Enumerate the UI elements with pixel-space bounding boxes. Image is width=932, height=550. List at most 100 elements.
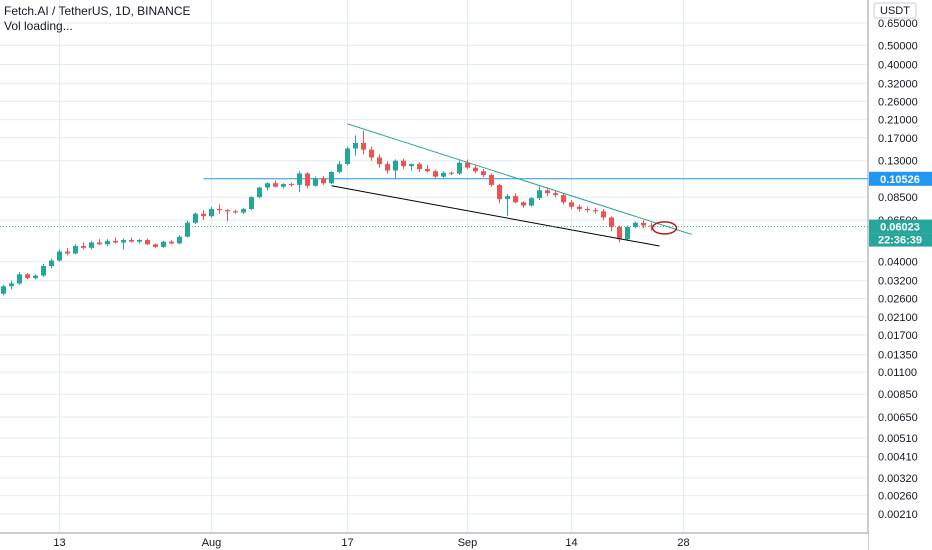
trendline-lower: [331, 185, 660, 247]
candle-body: [345, 148, 350, 165]
horizontal-level-tag: 0.10526: [869, 171, 932, 186]
candle: [369, 146, 374, 161]
candle-body: [465, 162, 470, 168]
candle: [329, 171, 334, 185]
candle: [81, 242, 86, 250]
candle: [625, 225, 630, 241]
candle-body: [321, 178, 326, 184]
candle: [385, 161, 390, 174]
candle: [321, 175, 326, 185]
candle: [489, 173, 494, 187]
candle: [89, 240, 94, 250]
candle-body: [129, 240, 134, 242]
highlight-ellipse-shape: [651, 221, 678, 235]
candle: [593, 207, 598, 214]
candle-body: [201, 213, 206, 217]
candle: [281, 183, 286, 189]
candle-body: [585, 208, 590, 211]
candle: [633, 221, 638, 229]
candle: [137, 239, 142, 244]
price-tick-label: 0.01350: [878, 350, 918, 362]
candle: [537, 186, 542, 201]
candlesticks: [1, 130, 654, 296]
candle-body: [193, 213, 198, 223]
currency-button[interactable]: USDT: [873, 2, 917, 19]
candle-body: [505, 196, 510, 200]
candle: [337, 160, 342, 174]
chart-legend: Fetch.AI / TetherUS, 1D, BINANCE Vol loa…: [4, 4, 191, 34]
candle-body: [601, 211, 606, 218]
price-tick-label: 0.01100: [878, 367, 917, 379]
horizontal-level-tag-label: 0.10526: [880, 174, 920, 186]
candle-body: [289, 184, 294, 186]
candle-body: [361, 142, 366, 150]
candle-body: [273, 183, 278, 187]
candle: [177, 235, 182, 245]
candle: [41, 263, 46, 277]
candle: [209, 206, 214, 218]
symbol-title[interactable]: Fetch.AI / TetherUS, 1D, BINANCE: [4, 4, 191, 18]
trendlines[interactable]: [331, 123, 692, 247]
candle: [497, 184, 502, 204]
candle: [457, 160, 462, 176]
candle-body: [281, 184, 286, 187]
candle-body: [49, 260, 54, 267]
price-tick-label: 0.00210: [878, 509, 918, 521]
time-axis-labels: 13 Aug 17 Sep 14 28: [53, 537, 689, 549]
price-tick-label: 0.65000: [878, 18, 918, 30]
candle-body: [633, 222, 638, 227]
candle: [561, 193, 566, 205]
candle-body: [489, 175, 494, 185]
currency-button-label: USDT: [880, 5, 910, 17]
price-tick-label: 0.01700: [878, 330, 918, 342]
candle: [513, 193, 518, 204]
candle-body: [473, 167, 478, 172]
candle: [9, 280, 14, 290]
candle: [377, 154, 382, 168]
candle-body: [209, 208, 214, 217]
candle: [169, 240, 174, 245]
candle-body: [177, 236, 182, 244]
grid-lines: [0, 0, 868, 533]
candle: [233, 209, 238, 214]
candle: [361, 130, 366, 155]
candle: [17, 271, 22, 285]
candle-body: [57, 251, 62, 261]
price-tick-label: 0.26000: [878, 96, 918, 108]
candle-body: [17, 274, 22, 284]
candle: [313, 176, 318, 187]
candle-body: [329, 171, 334, 184]
candle-body: [553, 193, 558, 196]
candle-body: [649, 225, 654, 227]
volume-status: Vol loading...: [4, 19, 73, 33]
highlight-ellipse[interactable]: [651, 221, 678, 235]
candle-body: [577, 206, 582, 209]
candle: [257, 186, 262, 199]
price-tick-label: 0.02600: [878, 294, 918, 306]
candle-body: [609, 217, 614, 227]
candle: [601, 208, 606, 221]
candle: [97, 239, 102, 246]
candle: [65, 247, 70, 256]
candle-body: [249, 197, 254, 209]
candle-body: [105, 240, 110, 245]
candle-body: [257, 187, 262, 198]
candle: [297, 171, 302, 193]
candle: [49, 258, 54, 269]
price-tick-label: 0.21000: [878, 115, 918, 127]
time-axis-panel[interactable]: [0, 533, 868, 550]
price-tick-label: 0.08500: [878, 192, 918, 204]
candle-body: [9, 283, 14, 287]
candle-body: [353, 142, 358, 149]
candle: [553, 190, 558, 198]
price-axis-panel[interactable]: [868, 0, 932, 550]
candle-body: [121, 240, 126, 243]
candle-body: [185, 222, 190, 237]
candle-body: [97, 242, 102, 245]
candle: [353, 135, 358, 156]
candle-body: [337, 164, 342, 172]
candle: [201, 210, 206, 221]
candle: [425, 164, 430, 173]
candle: [193, 212, 198, 225]
